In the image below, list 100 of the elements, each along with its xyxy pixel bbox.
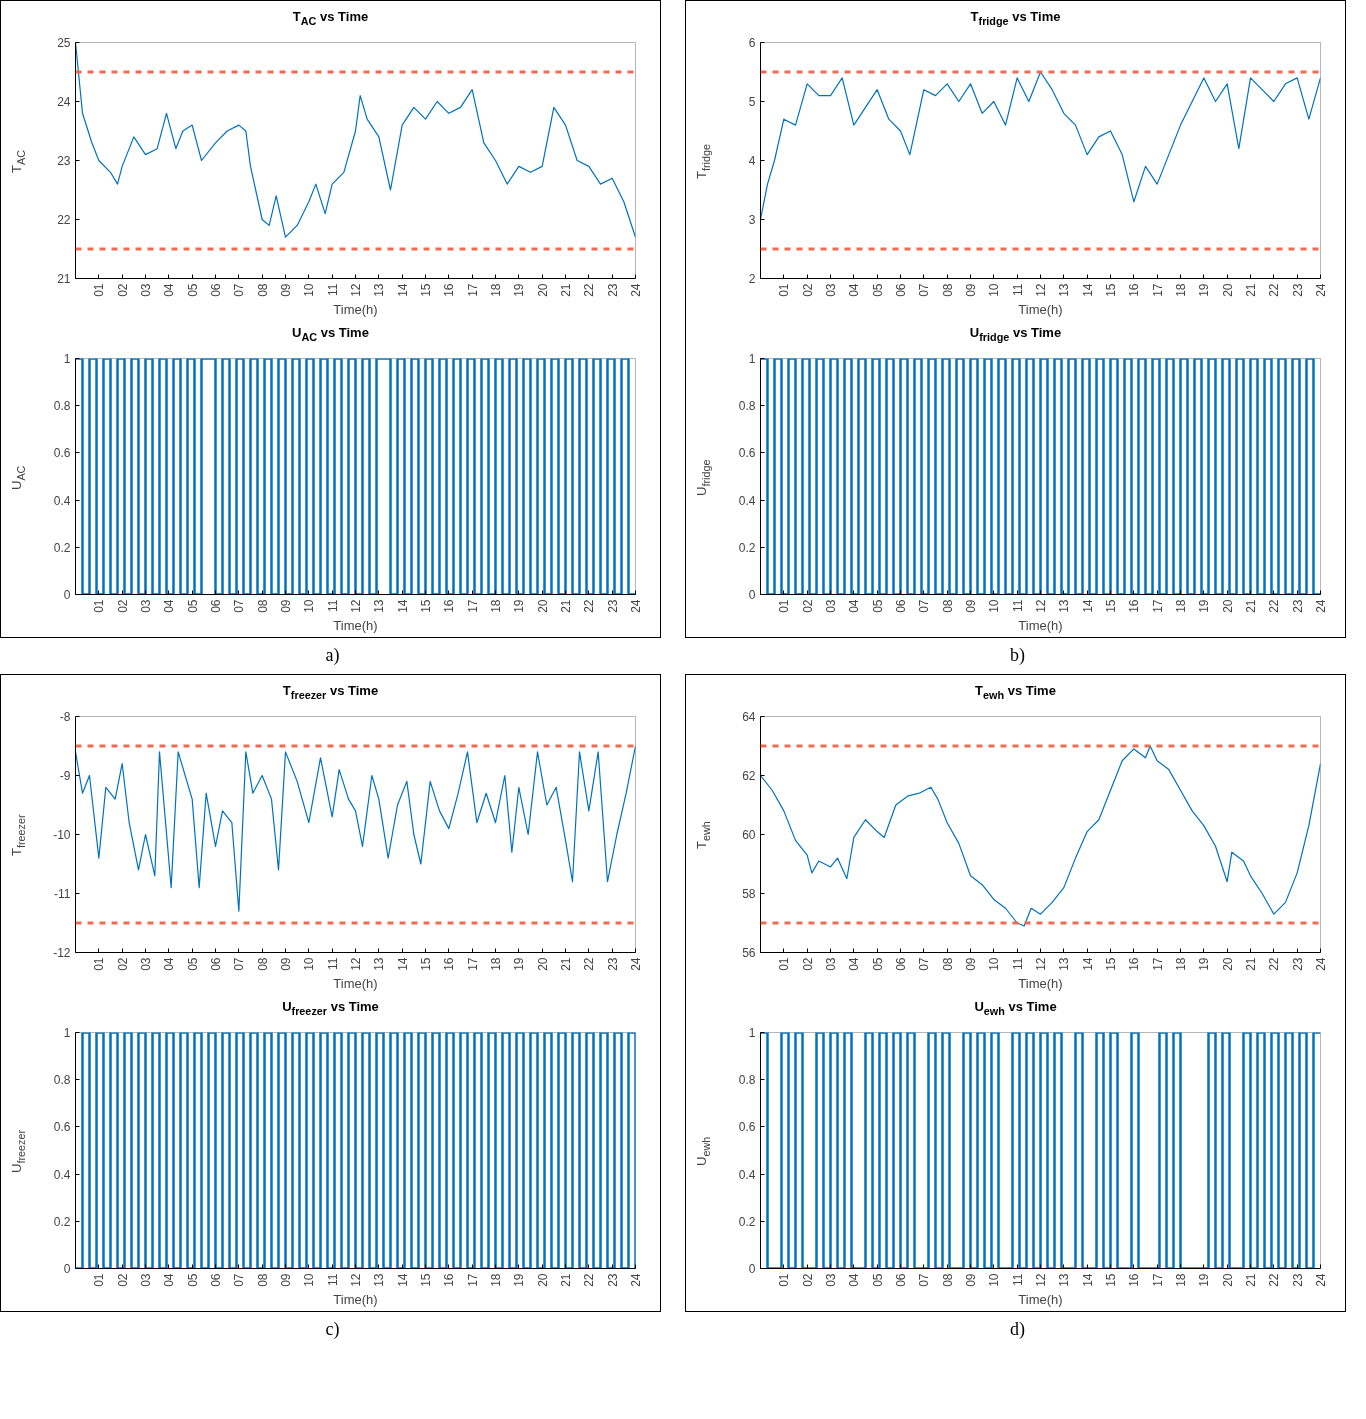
x-tick-label: 09 [964, 957, 978, 971]
x-tick-label: 11 [1010, 283, 1025, 297]
x-tick-label: 12 [349, 957, 363, 971]
x-tick-label: 17 [1150, 283, 1165, 297]
x-tick-label: 02 [800, 1273, 815, 1287]
x-tick-label: 03 [139, 957, 153, 971]
y-tick-label: 0.2 [738, 1214, 756, 1229]
x-tick-label: 17 [1150, 1273, 1165, 1287]
y-tick-label: 25 [57, 36, 71, 51]
chart-title: T$_{AC}$ vs Time [292, 8, 369, 29]
x-tick-label: 13 [372, 283, 387, 297]
x-axis-title: Time(h) [333, 1291, 378, 1307]
y-tick-label: 2 [748, 272, 756, 287]
x-tick-label: 23 [1290, 283, 1305, 297]
x-tick-label: 21 [559, 283, 573, 297]
x-tick-label: 16 [442, 283, 457, 297]
x-tick-label: 24 [1314, 1273, 1328, 1287]
y-tick-label: 0.6 [738, 446, 756, 461]
x-tick-label: 19 [1197, 1273, 1212, 1287]
x-tick-label: 05 [185, 1273, 200, 1287]
x-tick-label: 15 [1104, 957, 1118, 971]
x-tick-label: 24 [1314, 957, 1328, 971]
x-tick-label: 17 [1150, 599, 1165, 613]
x-tick-label: 18 [1174, 599, 1188, 613]
x-tick-label: 01 [92, 283, 107, 297]
x-tick-label: 02 [115, 957, 130, 971]
x-tick-label: 20 [535, 599, 550, 613]
chart-title: T$_{ewh}$ vs Time [975, 681, 1056, 703]
x-tick-label: 20 [535, 1273, 550, 1287]
line-series [760, 745, 1321, 927]
x-tick-label: 12 [1034, 957, 1048, 971]
x-tick-label: 22 [1267, 957, 1282, 971]
x-tick-label: 11 [325, 1273, 340, 1286]
chart-title: U$_{AC}$ vs Time [292, 324, 369, 345]
x-tick-label: 23 [605, 599, 620, 613]
x-tick-label: 09 [279, 957, 293, 971]
x-tick-label: 01 [777, 283, 792, 297]
x-tick-label: 05 [185, 283, 200, 297]
x-tick-label: 04 [847, 599, 862, 613]
x-tick-label: 22 [1267, 599, 1282, 613]
y-tick-label: 1 [748, 352, 756, 367]
y-tick-label: 0.4 [738, 1167, 756, 1182]
x-tick-label: 07 [232, 283, 247, 297]
x-tick-label: 14 [395, 283, 410, 297]
x-tick-label: 18 [489, 599, 503, 613]
x-tick-label: 18 [1174, 957, 1188, 971]
x-tick-label: 23 [605, 1273, 620, 1287]
x-tick-label: 19 [1197, 957, 1212, 971]
x-tick-label: 17 [465, 599, 480, 613]
x-tick-label: 23 [605, 957, 620, 971]
x-tick-label: 22 [1267, 283, 1282, 297]
x-tick-label: 19 [512, 1273, 527, 1287]
x-tick-label: 03 [139, 599, 153, 613]
x-tick-label: 12 [349, 1273, 363, 1287]
x-tick-label: 10 [302, 1273, 317, 1287]
x-tick-label: 21 [559, 599, 573, 613]
x-tick-label: 08 [940, 957, 955, 971]
y-tick-label: 3 [748, 213, 756, 228]
x-tick-label: 13 [372, 599, 387, 613]
x-tick-label: 04 [162, 1273, 177, 1287]
y-tick-label: 1 [63, 1025, 71, 1040]
y-tick-label: 0 [748, 588, 756, 603]
x-tick-label: 08 [255, 283, 270, 297]
x-tick-label: 04 [162, 957, 177, 971]
x-tick-label: 15 [1104, 283, 1118, 297]
y-tick-label: 5 [748, 95, 756, 110]
x-tick-label: 01 [92, 957, 107, 971]
x-tick-label: 16 [1127, 599, 1142, 613]
x-tick-label: 12 [1034, 599, 1048, 613]
x-tick-label: 04 [847, 283, 862, 297]
x-tick-label: 10 [987, 283, 1002, 297]
y-tick-label: 0.8 [53, 1073, 71, 1088]
x-tick-label: 18 [489, 283, 503, 297]
y-tick-label: 0.6 [738, 1120, 756, 1135]
x-tick-label: 11 [325, 283, 340, 297]
x-tick-label: 10 [987, 957, 1002, 971]
x-tick-label: 03 [824, 957, 838, 971]
y-tick-label: 0.4 [738, 493, 756, 508]
x-tick-label: 13 [1057, 957, 1072, 971]
x-tick-label: 15 [1104, 1273, 1118, 1287]
x-tick-label: 15 [419, 283, 433, 297]
x-axis-title: Time(h) [333, 301, 378, 317]
x-tick-label: 11 [1010, 1273, 1025, 1286]
x-tick-label: 17 [1150, 957, 1165, 971]
line-series [760, 71, 1321, 221]
x-tick-label: 04 [162, 283, 177, 297]
x-tick-label: 21 [1244, 599, 1258, 613]
x-tick-label: 22 [582, 599, 597, 613]
x-tick-label: 06 [209, 1273, 223, 1287]
x-axis-title: Time(h) [333, 617, 378, 633]
x-tick-label: 20 [1220, 283, 1235, 297]
x-tick-label: 22 [582, 957, 597, 971]
y-tick-label: 0.8 [738, 399, 756, 414]
x-tick-label: 06 [209, 283, 223, 297]
x-tick-label: 20 [1220, 1273, 1235, 1287]
y-tick-label: -9 [59, 768, 71, 783]
x-tick-label: 09 [279, 283, 293, 297]
y-tick-label: 56 [742, 945, 756, 960]
y-tick-label: 21 [57, 272, 71, 287]
x-tick-label: 02 [800, 957, 815, 971]
